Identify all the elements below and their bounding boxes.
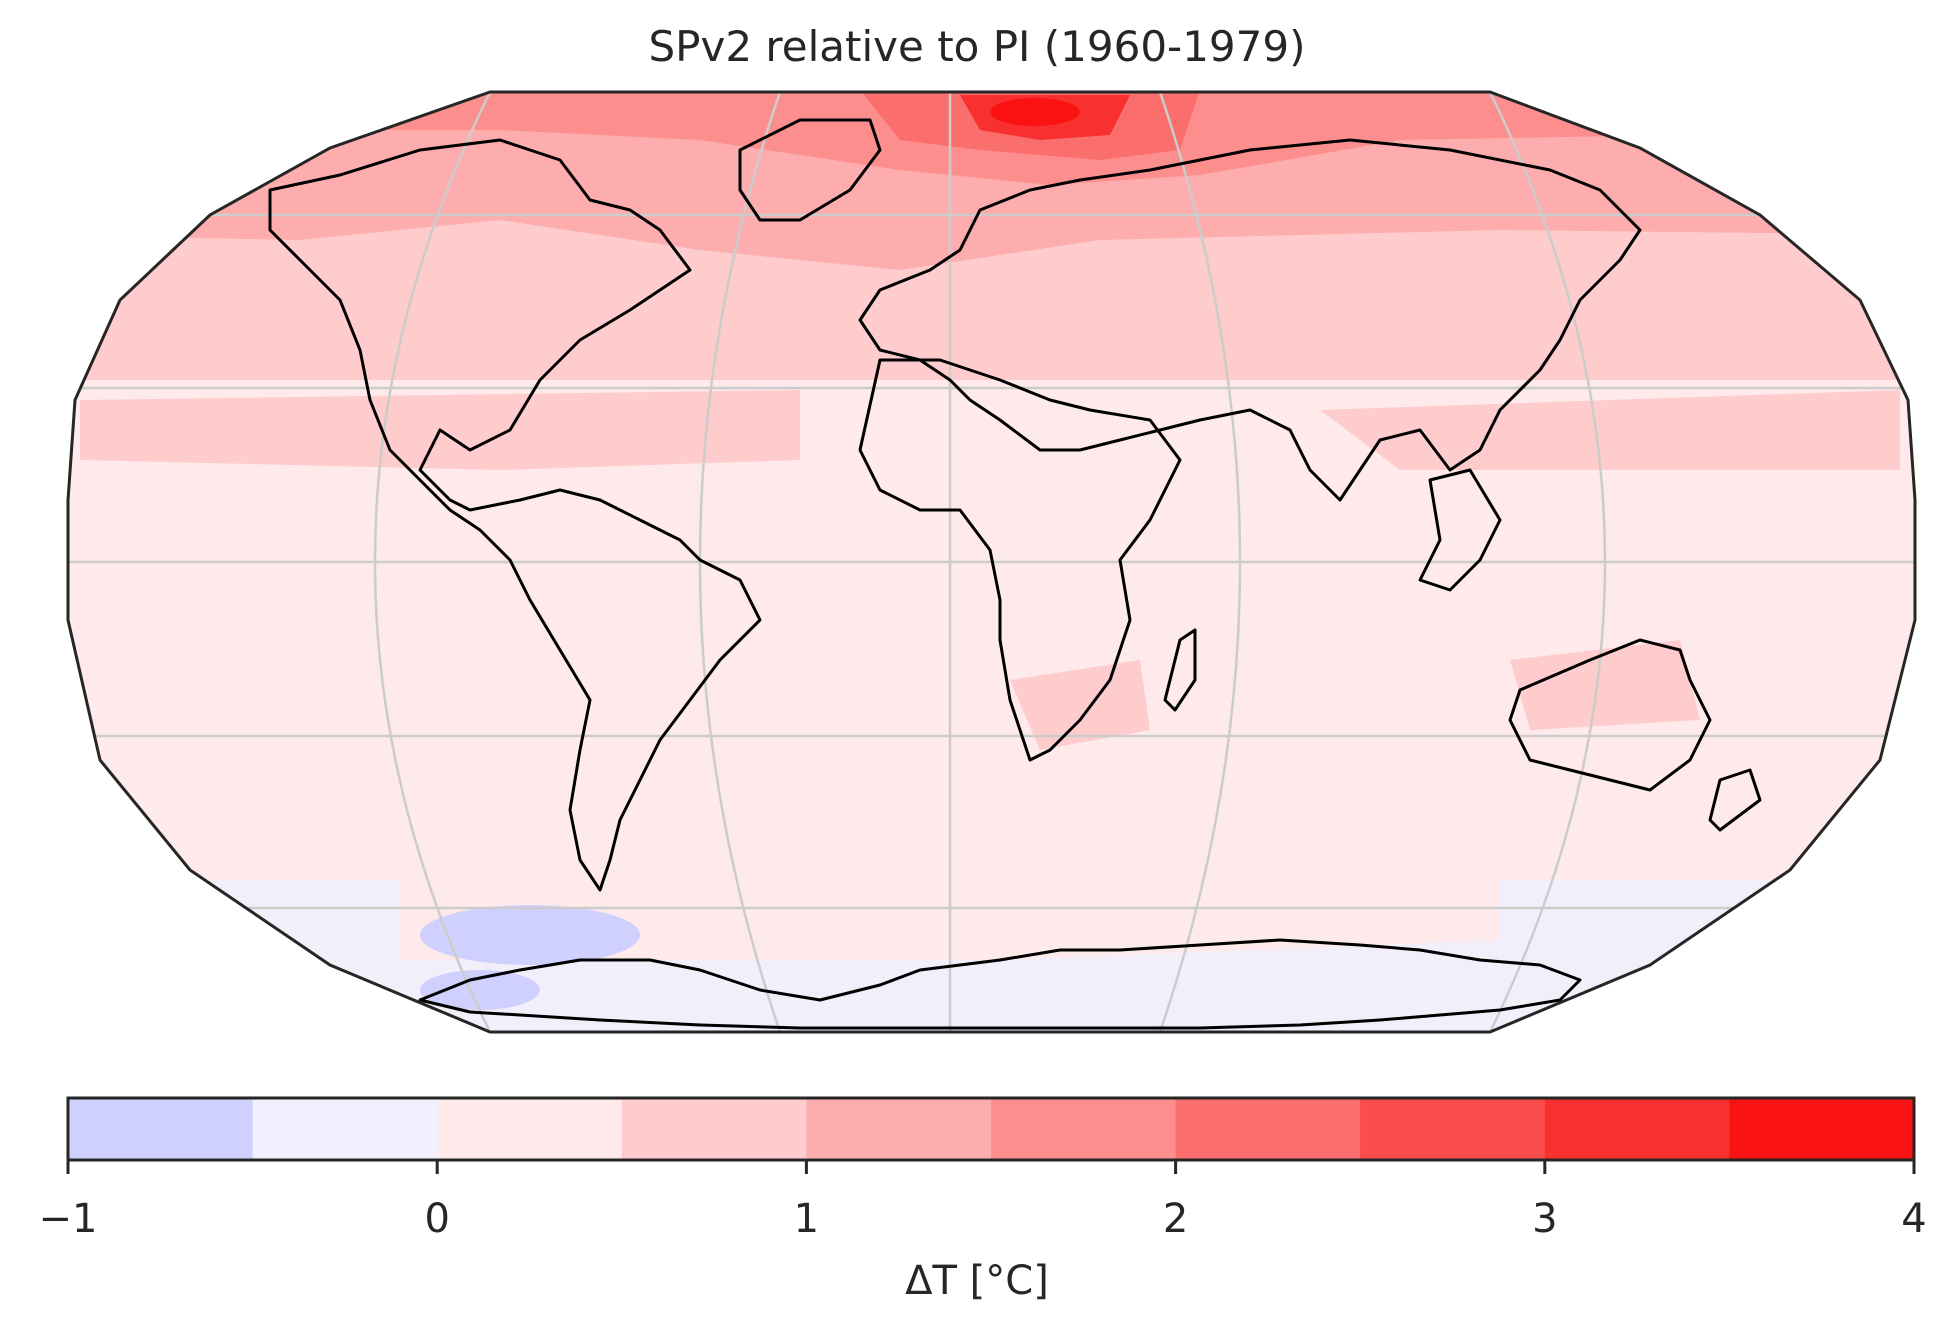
maritime-continent-coastline <box>1418 468 1502 592</box>
colorbar-tick-label: 3 <box>1532 1196 1558 1242</box>
graticule-lon-120w <box>373 92 492 1032</box>
graticule-lon-60w <box>698 92 782 1032</box>
field-southern-africa <box>1010 660 1150 750</box>
field-np-warm <box>1320 390 1900 470</box>
field-peninsula-cool <box>420 970 540 1010</box>
colorbar-label: ΔT [°C] <box>905 1258 1049 1304</box>
field-weddell-cool <box>420 905 640 965</box>
colorbar-tick-label: 1 <box>793 1196 820 1242</box>
madagascar-coastline <box>1163 628 1197 712</box>
colorbar-frame <box>66 1096 1916 1162</box>
colorbar-bin <box>1360 1098 1546 1160</box>
antarctica-coastline <box>418 938 1582 1030</box>
colorbar-tick-label: 2 <box>1162 1196 1189 1242</box>
colorbar-bin <box>68 1098 254 1160</box>
field-australia <box>1510 640 1700 730</box>
africa-coastline <box>858 358 1182 762</box>
colorbar-bin <box>991 1098 1177 1160</box>
colorbar-bin <box>621 1098 807 1160</box>
colorbar-tick-label: −1 <box>38 1196 98 1242</box>
colorbar-bin <box>252 1098 438 1160</box>
colorbar-ticks <box>66 1160 1916 1174</box>
colorbar-bin <box>806 1098 992 1160</box>
new-zealand-coastline <box>1708 768 1762 832</box>
graticule-lon-60e <box>1158 92 1242 1032</box>
temperature-field <box>68 92 1915 1032</box>
colorbar-bin <box>1175 1098 1361 1160</box>
colorbar <box>68 1098 1915 1160</box>
colorbar-tick-label: 4 <box>1901 1196 1927 1242</box>
eurasia-coastline <box>858 138 1642 502</box>
coastlines <box>268 118 1762 1030</box>
colorbar-bin <box>437 1098 623 1160</box>
colorbar-bin <box>1544 1098 1730 1160</box>
field-arctic-peak <box>990 98 1080 126</box>
greenland-coastline <box>738 118 882 222</box>
australia-coastline <box>1508 638 1712 792</box>
map-frame <box>66 90 1917 1034</box>
colorbar-tick-label: 0 <box>424 1196 450 1242</box>
graticule-lon-120e <box>1488 92 1607 1032</box>
map-title: SPv2 relative to PI (1960-1979) <box>648 22 1306 71</box>
colorbar-bin <box>1729 1098 1915 1160</box>
americas-coastline <box>268 138 762 892</box>
